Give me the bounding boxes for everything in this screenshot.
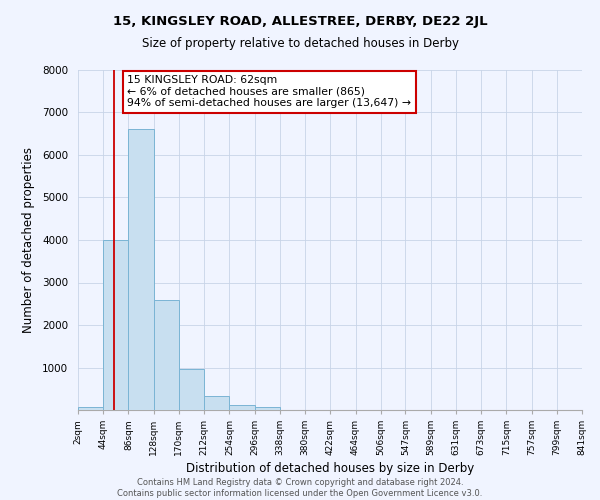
Bar [128,130,154,410]
Y-axis label: Number of detached properties: Number of detached properties [22,147,35,333]
Text: 15, KINGSLEY ROAD, ALLESTREE, DERBY, DE22 2JL: 15, KINGSLEY ROAD, ALLESTREE, DERBY, DE2… [113,15,487,28]
Bar [204,396,229,410]
Bar [103,240,128,410]
Bar [154,300,179,410]
Text: 15 KINGSLEY ROAD: 62sqm
← 6% of detached houses are smaller (865)
94% of semi-de: 15 KINGSLEY ROAD: 62sqm ← 6% of detached… [127,75,411,108]
Bar [229,405,254,410]
X-axis label: Distribution of detached houses by size in Derby: Distribution of detached houses by size … [186,462,474,475]
Bar [179,369,204,410]
Bar [78,408,103,410]
Text: Contains HM Land Registry data © Crown copyright and database right 2024.
Contai: Contains HM Land Registry data © Crown c… [118,478,482,498]
Bar [254,408,280,410]
Text: Size of property relative to detached houses in Derby: Size of property relative to detached ho… [142,38,458,51]
